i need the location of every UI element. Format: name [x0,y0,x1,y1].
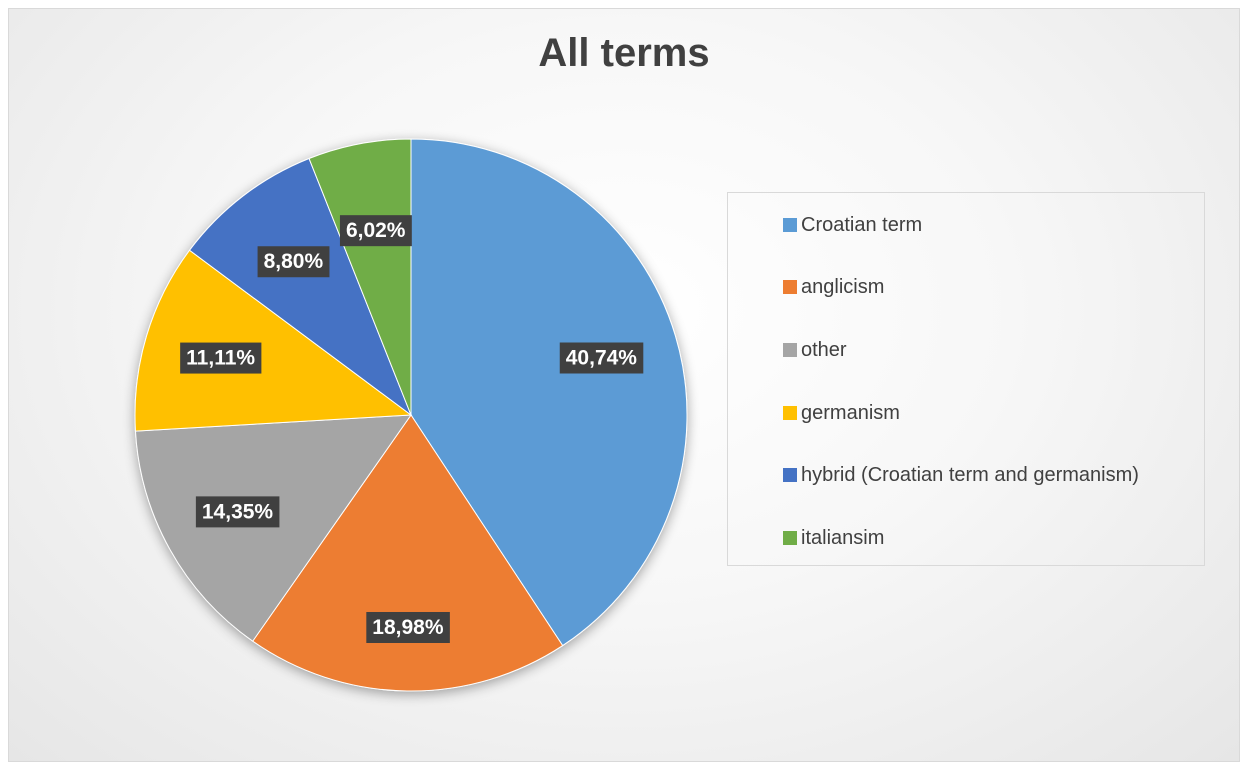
pie-slice-4 [134,249,413,432]
data-label-background [559,342,644,374]
data-label-text: 40,74% [566,347,638,370]
legend-swatch [783,218,797,232]
legend-swatch [783,468,797,482]
data-label-text: 8,80% [264,250,324,273]
data-label-text: 11,11% [186,347,255,370]
legend-swatch [783,343,797,357]
data-label-background [339,215,412,247]
legend-swatch [783,531,797,545]
data-label-6: 6,02% [339,215,412,247]
data-label-4: 11,11% [180,342,262,374]
pie-slice-3 [134,414,413,642]
legend-item: anglicism [783,275,884,299]
legend-label: italiansim [801,526,885,549]
legend-swatch [783,280,797,294]
legend-item: italiansim [783,526,884,550]
legend-swatch [783,406,797,420]
data-label-background [366,611,450,643]
legend-item: hybrid (Croatian term and germanism) [783,463,1139,487]
pie-slice-6 [308,138,412,416]
legend-item: Croatian term [783,213,922,237]
legend-label: hybrid (Croatian term and germanism) [801,463,1139,486]
data-label-background [257,246,330,278]
data-label-text: 18,98% [372,616,444,639]
data-label-1: 40,74% [559,342,644,374]
legend-label: Croatian term [801,213,923,236]
pie-slice-5 [188,157,413,417]
legend-label: germanism [801,401,900,424]
data-label-text: 14,35% [202,500,274,523]
legend-label: other [801,338,847,361]
data-label-text: 6,02% [346,219,406,242]
data-label-3: 14,35% [195,496,280,528]
legend-label: anglicism [801,275,885,298]
pie-slice-1 [410,138,688,647]
legend-item: germanism [783,401,900,425]
data-label-background [195,496,280,528]
pie-chart: 40,74% 18,98% 14,35% 11,11% 8,80% 6,02% [134,138,688,692]
chart-area: All terms 40,74% 18,98% 14,35% 11,11% 8,80% 6… [8,8,1240,762]
data-label-background [180,342,262,374]
chart-title: All terms [538,31,710,75]
data-label-5: 8,80% [257,246,330,278]
pie-slice-2 [252,414,564,692]
data-label-2: 18,98% [366,611,450,643]
legend-item: other [783,338,847,362]
legend: Croatian term anglicism other germanism hybr… [727,192,1205,566]
